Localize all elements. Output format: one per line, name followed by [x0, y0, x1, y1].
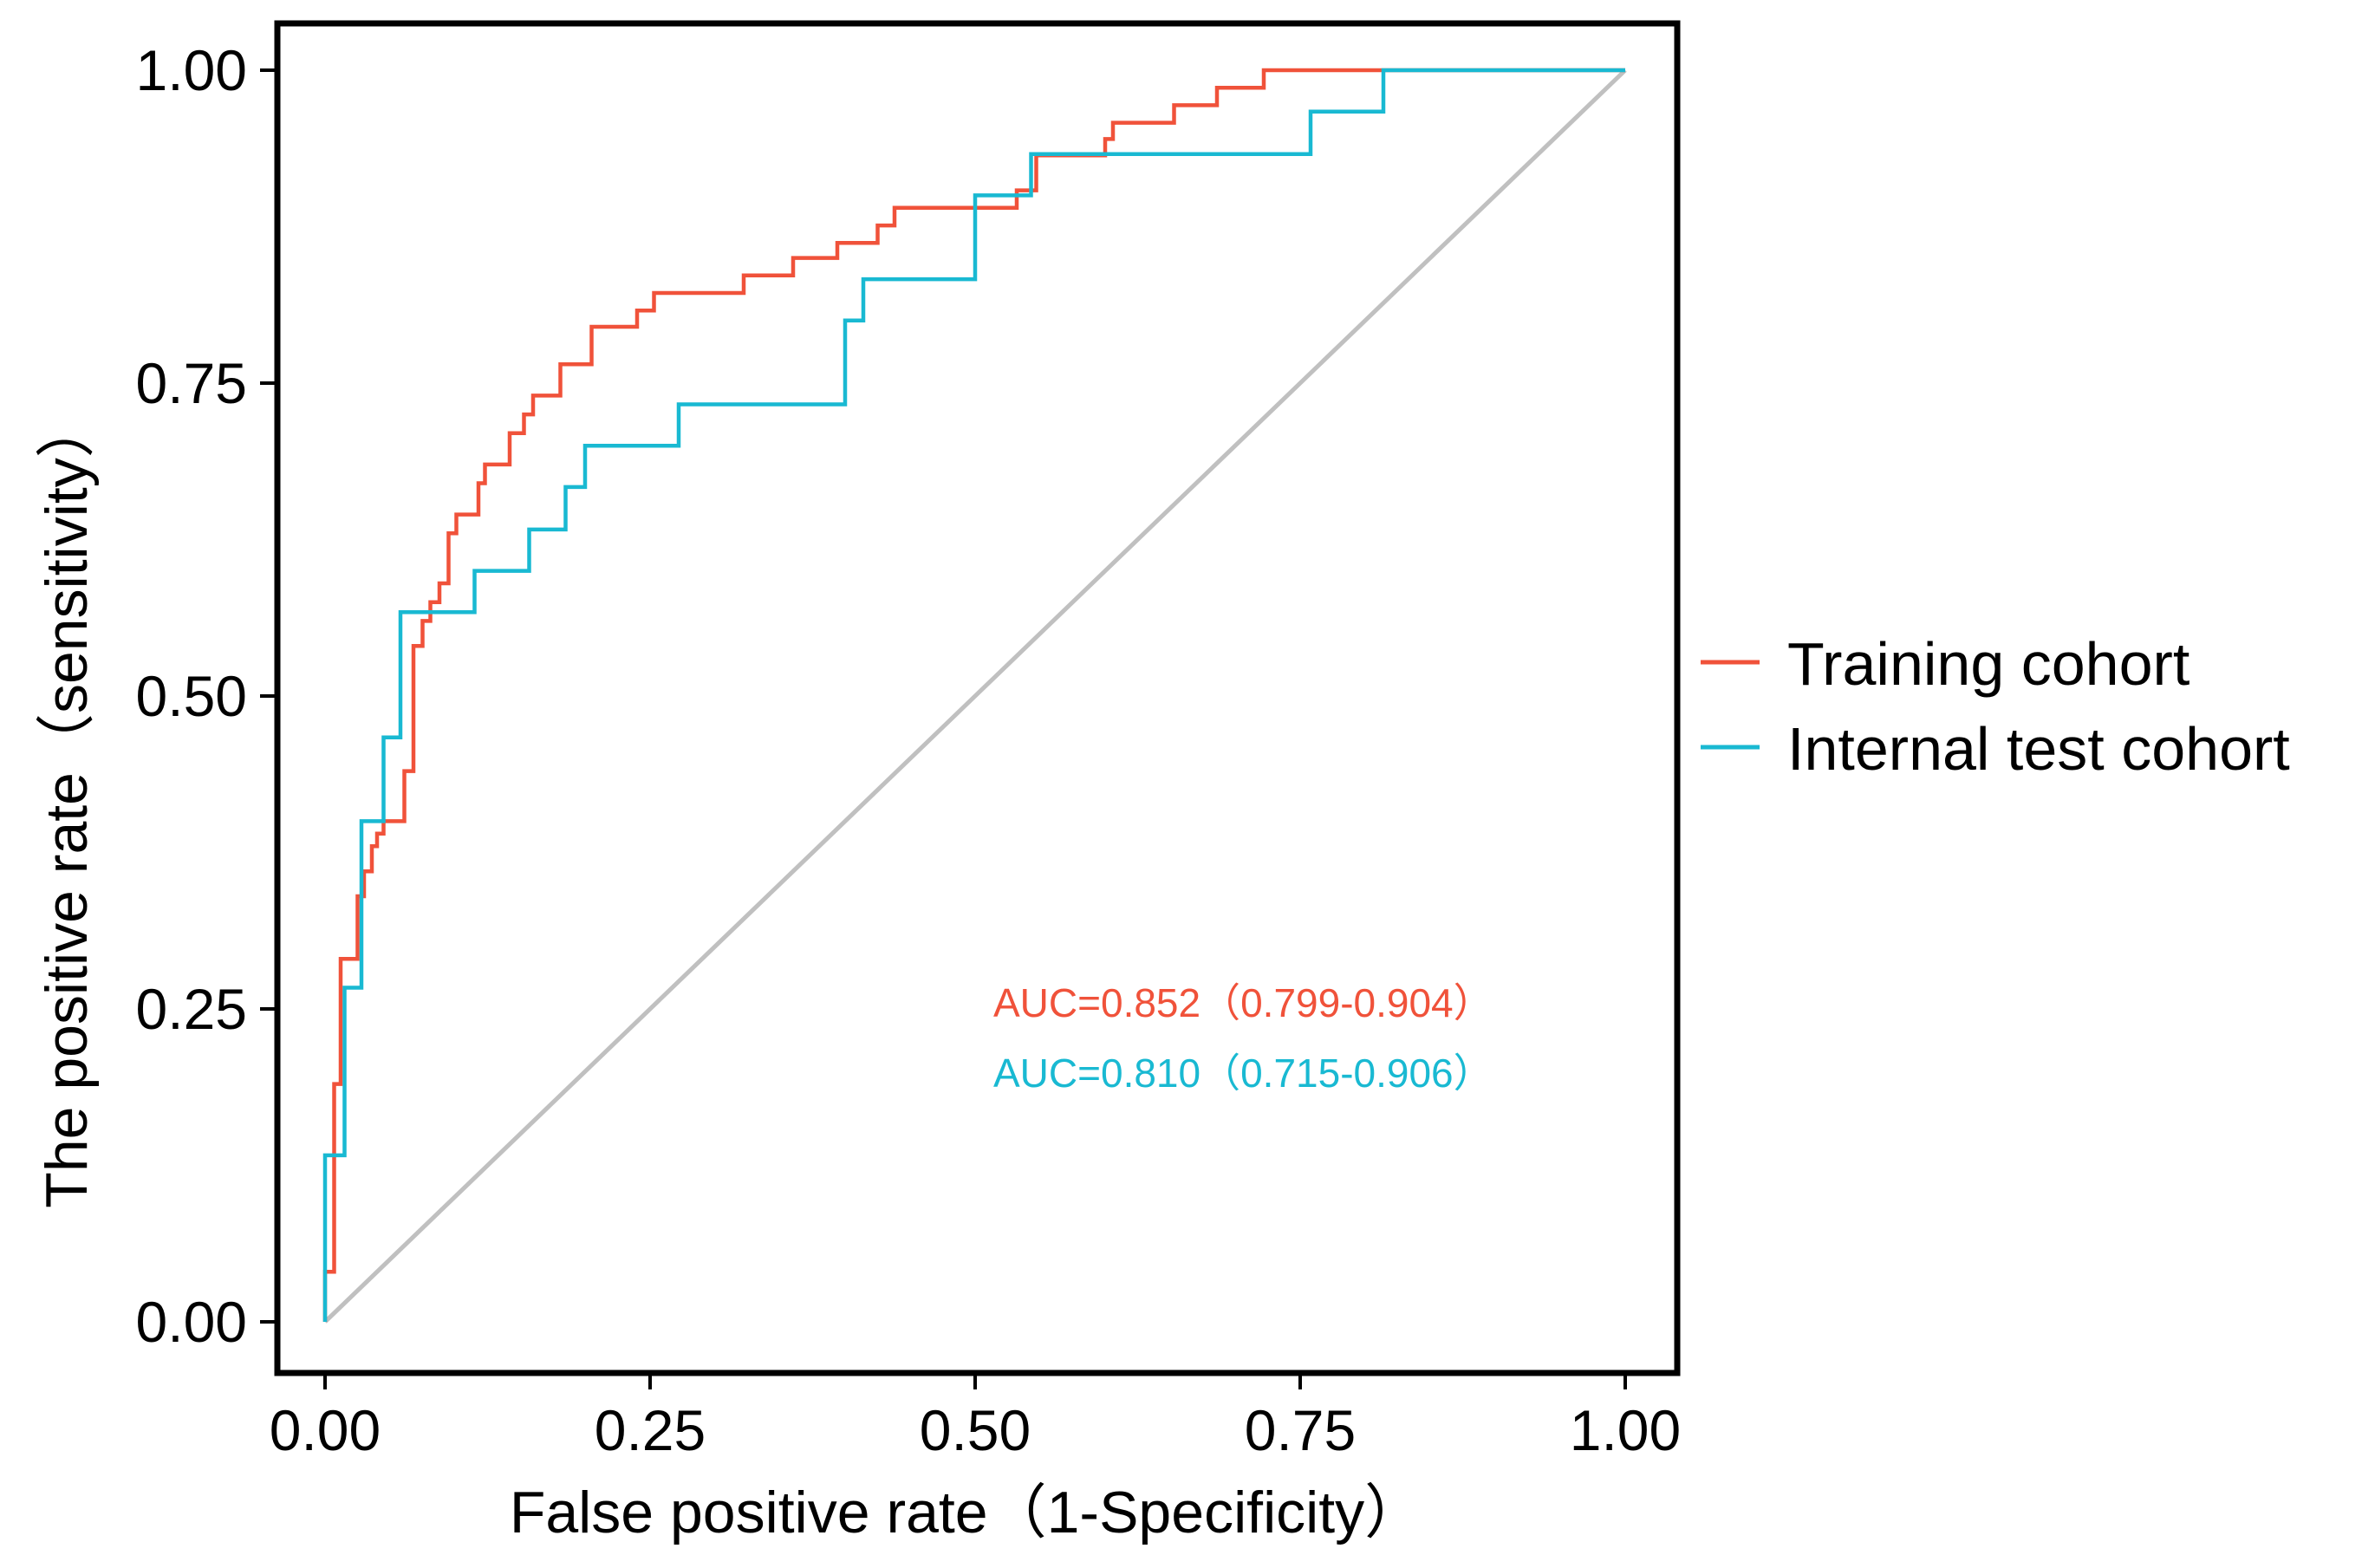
y-tick-label: 0.25 [136, 977, 247, 1041]
plot-frame [274, 20, 1681, 1376]
y-axis-title: The positive rate（sensitivity） [34, 399, 100, 1207]
y-tick-label: 1.00 [136, 38, 247, 102]
x-tick-label: 0.00 [270, 1398, 381, 1462]
reference-diagonal [323, 68, 1627, 1324]
x-tick-label: 0.50 [920, 1398, 1031, 1462]
axes: 0.00 0.25 0.50 0.75 1.00 0.00 0.25 0.50 0.75 1.00 [136, 38, 1682, 1462]
auc-label-internal-test: AUC=0.810（0.715-0.906） [993, 1051, 1493, 1096]
auc-label-training: AUC=0.852（0.799-0.904） [993, 980, 1493, 1025]
legend: Training cohort Internal test cohort [1701, 630, 2290, 783]
series-line-internal-test [322, 68, 1625, 1322]
x-tick-label: 0.25 [595, 1398, 706, 1462]
plot-area [322, 68, 1627, 1324]
y-tick-label: 0.50 [136, 664, 247, 728]
x-tick-label: 0.75 [1245, 1398, 1356, 1462]
legend-label-internal-test: Internal test cohort [1787, 715, 2290, 783]
legend-label-training: Training cohort [1787, 630, 2190, 698]
x-axis-title: False positive rate（1-Specificity） [510, 1480, 1423, 1545]
y-tick-label: 0.00 [136, 1290, 247, 1354]
x-tick-label: 1.00 [1570, 1398, 1681, 1462]
series-line-training [322, 68, 1625, 1322]
y-tick-label: 0.75 [136, 351, 247, 415]
